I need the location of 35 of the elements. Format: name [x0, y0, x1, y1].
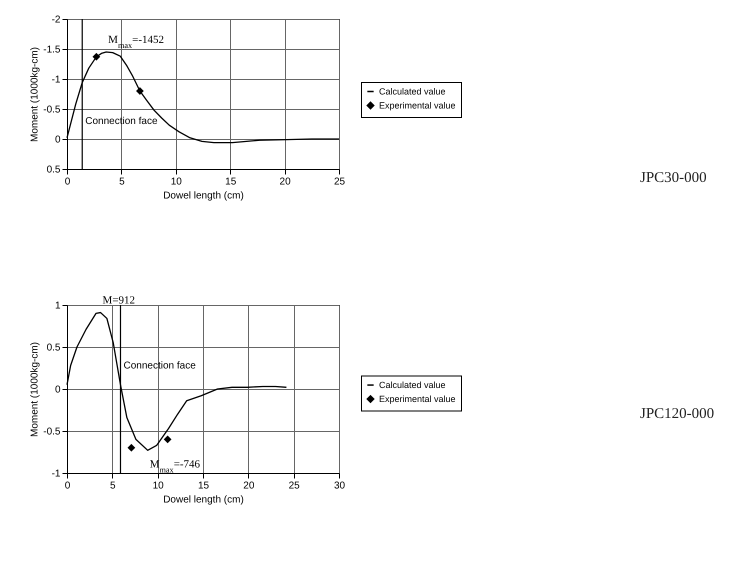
y-tick-label: 0.5 — [46, 342, 61, 354]
y-axis-title: Moment (1000kg-cm) — [29, 342, 40, 438]
y-axis-title: Moment (1000kg-cm) — [29, 46, 40, 142]
x-tick-label: 5 — [110, 480, 116, 492]
annotation: M=912 — [102, 294, 136, 307]
legend-label: Experimental value — [379, 100, 456, 110]
x-tick-label: 30 — [334, 480, 346, 492]
x-tick-label: 5 — [119, 176, 126, 188]
text: JPC30-000 — [640, 170, 707, 187]
legend-label: Calculated value — [379, 86, 446, 96]
x-tick-label: 0 — [64, 176, 71, 188]
x-tick-label: 25 — [288, 480, 300, 492]
x-tick-label: 25 — [334, 176, 346, 188]
y-tick-label: 1 — [54, 300, 61, 312]
y-tick-label: -2 — [52, 14, 61, 26]
x-tick-label: 0 — [64, 480, 71, 492]
x-tick-label: 15 — [198, 480, 210, 492]
y-tick-label: -1 — [52, 74, 61, 86]
y-tick-label: 0.5 — [46, 164, 61, 176]
x-axis-title: Dowel length (cm) — [163, 190, 244, 202]
x-tick-label: 20 — [280, 176, 292, 188]
y-tick-label: 0 — [54, 134, 61, 146]
legend-label: Calculated value — [379, 380, 446, 390]
x-tick-label: 10 — [170, 176, 182, 188]
y-tick-label: -0.5 — [43, 426, 61, 438]
x-tick-label: 15 — [225, 176, 237, 188]
x-tick-label: 20 — [243, 480, 255, 492]
x-axis-title: Dowel length (cm) — [163, 494, 244, 506]
text: JPC120-000 — [640, 406, 714, 423]
y-tick-label: 0 — [54, 384, 61, 396]
y-tick-label: -0.5 — [43, 104, 61, 116]
legend-label: Experimental value — [379, 394, 456, 404]
y-tick-label: -1.5 — [43, 44, 61, 56]
y-tick-label: -1 — [52, 468, 61, 480]
x-tick-label: 10 — [152, 480, 164, 492]
